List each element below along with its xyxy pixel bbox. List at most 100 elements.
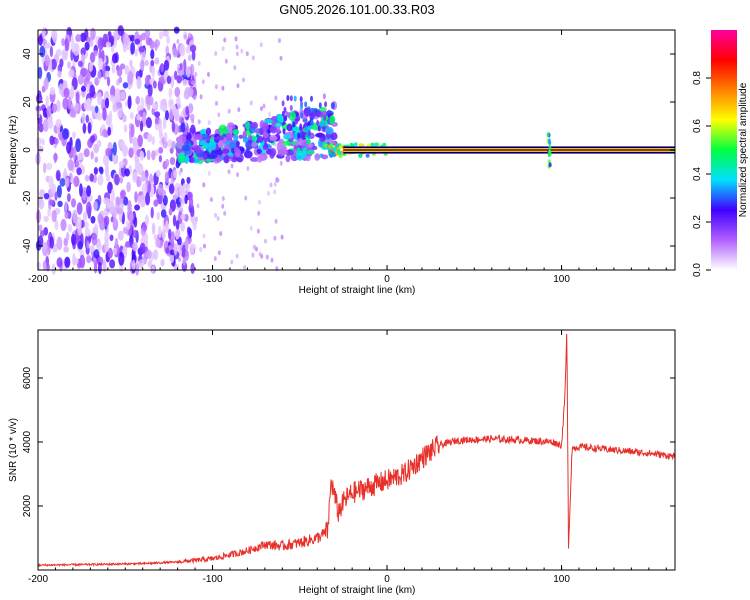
spectrogram-cell [140,97,144,111]
colorbar-ticks: 0.0 0.2 0.4 0.6 0.8 [692,71,711,277]
spectrogram-cell [97,37,104,51]
spectrogram-cell [187,54,192,62]
snr-series-line [38,333,675,568]
spectrogram-cell [102,106,107,121]
spectrogram-cell [56,99,61,112]
spectrogram-cell [102,153,109,167]
spectrogram-cell [282,128,286,135]
spectrogram-cell [299,125,303,131]
spectrogram-cell [88,63,94,72]
spectrogram-cell [163,131,168,143]
spectrogram-cell [122,114,127,123]
spectrogram-cell [279,160,283,166]
spectrogram-cell [224,154,230,164]
spectrogram-cell [97,112,103,121]
spectrogram-y-axis-label: Frequency (Hz) [8,116,19,185]
spectrogram-cell [86,254,92,264]
spectrogram-cell [322,93,326,100]
spectrogram-cell [268,111,271,117]
chart-title: GN05.2026.101.00.33.R03 [279,2,434,17]
spectrogram-cell [129,111,134,120]
spectrogram-cell [289,95,293,102]
spectrogram-cell [109,234,114,242]
spectrogram-cell [43,215,49,223]
spectrogram-cell [236,172,240,178]
spectrogram-cell [151,222,156,235]
spectrogram-cell [215,100,218,106]
spectrogram-cell [64,201,68,213]
spectrogram-cell [300,103,303,110]
spectrogram-cell [258,199,261,205]
spectrogram-x-ticks: -200 -100 0 100 [28,30,667,285]
spectrogram-cell [114,88,121,102]
spectrogram-cell [189,63,195,76]
spectrogram-cell [190,262,195,275]
spectrogram-cell [158,31,164,40]
spectrogram-cell [226,132,232,142]
spectrogram-cell [158,155,163,163]
spectrogram-cell [104,70,110,78]
spectrogram-cell [135,96,141,105]
spectrogram-cell [200,133,208,140]
spectrogram-cell [85,114,90,124]
spectrogram-cell [154,57,160,65]
spectrogram-cell [118,161,125,169]
spectrogram-cell [122,43,127,53]
spectrogram-cell [330,101,335,110]
spectrogram-cell [222,148,230,154]
colorbar-tick-label: 0.6 [692,119,703,133]
spectrogram-cell [264,238,267,244]
colorbar-tick-label: 0.4 [692,167,703,181]
spectrogram-cell [353,142,358,147]
spectrogram-cell [120,190,126,199]
spectrogram-cell [185,190,189,195]
spectrogram-cell [187,103,194,114]
spectrogram-cell [157,225,162,239]
spectrogram-cell [180,221,185,232]
spectrogram-cell [112,247,117,256]
spectrogram-cell [80,85,87,92]
spectrogram-cell [314,153,321,161]
spectrogram-cell [191,49,196,61]
spectrogram-cell [311,111,316,119]
spectrogram-cell [136,176,142,188]
spectrogram-cell [130,123,135,138]
spectrogram-cell [65,231,70,242]
spectrogram-cell [283,134,291,140]
spectrogram-cell [292,121,296,128]
spectrogram-cell [91,232,98,246]
spectrogram-cell [178,170,182,176]
spectrogram-cell [45,162,53,170]
spectrogram-cell [173,70,178,80]
spectrogram-cell [217,112,221,118]
spectrogram-cell [286,123,293,132]
spectrogram-cell [180,207,184,213]
spectrogram-cell [37,145,44,153]
spectrogram-cell [118,251,125,266]
spectrogram-cell [139,150,145,161]
spectrogram-cell [374,142,379,147]
spectrogram-cell [295,140,300,146]
spectrogram-cell [90,215,96,224]
spectrogram-cell [90,135,96,144]
spectrogram-cell [67,96,72,110]
spectrogram-cell [144,214,149,226]
spectrogram-cell [178,257,182,262]
spectrogram-cell [259,42,263,48]
spectrogram-cell [43,192,50,200]
spectrogram-cell [154,123,161,131]
spectrogram-cell [73,42,80,56]
spectrogram-cell [123,32,129,47]
spectrogram-cell [358,153,363,158]
spectrogram-y-tick-label: 40 [22,48,33,60]
spectrogram-cell [251,252,255,258]
spectrogram-cell [133,216,138,228]
spectrogram-cell [219,231,223,237]
snr-y-tick-label: 6000 [22,366,33,389]
spectrogram-cell [82,122,87,134]
spectrogram-cell [114,173,120,186]
spectrogram-cell [68,69,75,78]
spectrogram-cell [370,142,375,147]
spectrogram-cell [147,259,153,268]
spectrogram-cell [63,168,67,179]
